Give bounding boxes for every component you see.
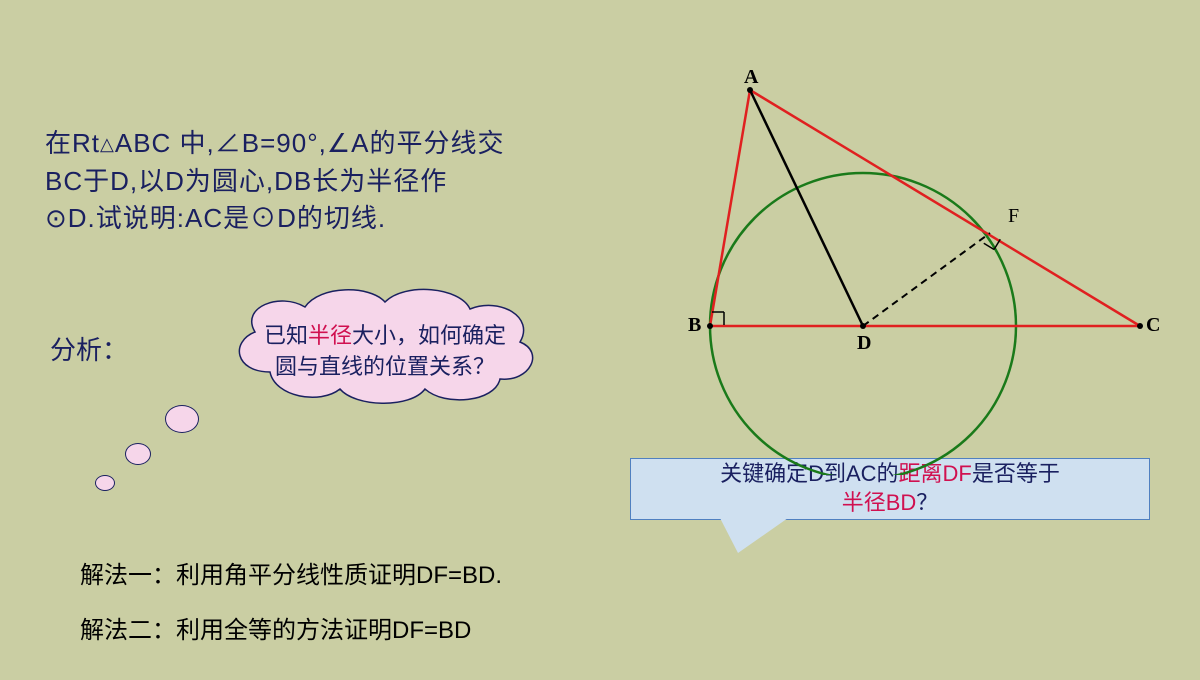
cloud-highlight: 半径 [308, 323, 352, 348]
callout-c: ？ [916, 490, 938, 515]
thought-bubble [95, 475, 115, 491]
callout-tail [720, 518, 788, 553]
callout-hl2: 半径BD [842, 490, 917, 515]
problem-line3: ⊙D.试说明:AC是⊙D的切线. [45, 203, 386, 233]
slide: 在Rt△ABC 中,∠B=90°,∠A的平分线交 BC于D,以D为圆心,DB长为… [0, 0, 1200, 680]
thought-bubble [165, 405, 199, 433]
cloud-pre: 已知 [264, 323, 308, 348]
problem-line2: BC于D,以D为圆心,DB长为半径作 [45, 166, 447, 196]
problem-line1b: ABC 中,∠B=90°,∠A的平分线交 [115, 128, 505, 158]
triangle-symbol: △ [100, 134, 115, 154]
thought-cloud: 已知半径大小，如何确定圆与直线的位置关系？ [210, 277, 560, 427]
thought-bubble [125, 443, 151, 465]
solution-1: 解法一：利用角平分线性质证明DF=BD. [80, 555, 502, 590]
problem-line1a: 在Rt [45, 128, 100, 158]
solution-2: 解法二：利用全等的方法证明DF=BD [80, 610, 471, 645]
point-label-a: A [744, 66, 758, 89]
diagram-svg [680, 75, 1170, 475]
geometry-diagram: A B C D F [680, 75, 1170, 475]
cloud-text: 已知半径大小，如何确定圆与直线的位置关系？ [255, 321, 515, 383]
analysis-label: 分析： [50, 330, 128, 367]
point-label-b: B [688, 314, 701, 337]
problem-statement: 在Rt△ABC 中,∠B=90°,∠A的平分线交 BC于D,以D为圆心,DB长为… [45, 125, 665, 238]
point-label-c: C [1146, 314, 1160, 337]
point-label-d: D [857, 332, 871, 355]
point-label-f: F [1008, 205, 1019, 228]
